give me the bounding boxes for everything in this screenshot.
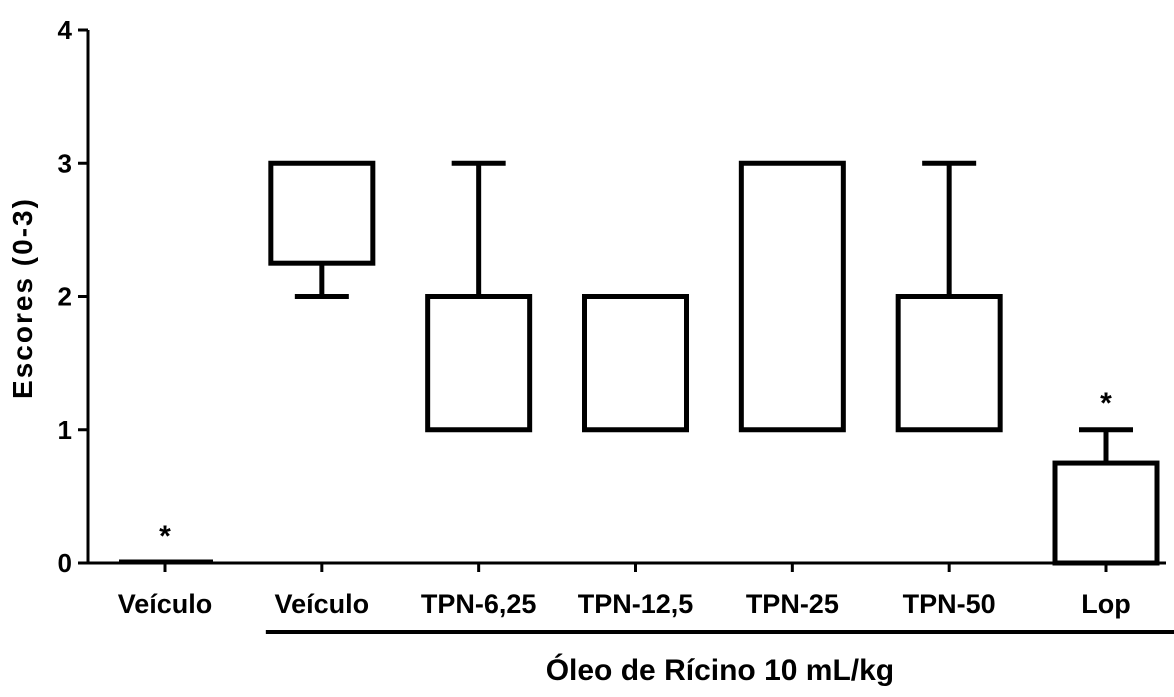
box: * [119, 520, 213, 565]
box: * [1052, 387, 1160, 566]
box [582, 294, 689, 433]
x-tick-label: TPN-12,5 [578, 589, 694, 619]
x-tick-label: Lop [1081, 589, 1130, 619]
y-tick-label: 1 [58, 415, 72, 445]
y-tick-label: 0 [58, 548, 72, 578]
boxes: ** [119, 160, 1160, 566]
x-tick-label: TPN-25 [746, 589, 839, 619]
box [425, 160, 533, 433]
y-axis-label: Escores (0-3) [7, 197, 38, 399]
box [895, 160, 1003, 433]
significance-marker: * [1100, 387, 1112, 420]
box-rect [268, 160, 376, 266]
box-rect [582, 294, 689, 433]
y-tick-label: 2 [58, 282, 72, 312]
box-rect [895, 294, 1003, 433]
y-tick-label: 3 [58, 148, 72, 178]
x-tick-label: Veículo [275, 589, 370, 619]
box-rect [1052, 460, 1160, 566]
group-label: Óleo de Rícino 10 mL/kg [546, 653, 894, 687]
y-axis: 0 1 2 3 4 [58, 15, 90, 578]
box-rect [425, 294, 533, 433]
box-rect [738, 160, 846, 433]
box [268, 160, 376, 299]
significance-marker: * [159, 520, 171, 553]
x-tick-label: TPN-6,25 [421, 589, 537, 619]
y-tick-label: 4 [58, 15, 73, 45]
x-tick-label: TPN-50 [903, 589, 996, 619]
x-tick-label: Veículo [118, 589, 213, 619]
box [738, 160, 846, 433]
x-axis: Veículo Veículo TPN-6,25 TPN-12,5 TPN-25 TPN-… [88, 561, 1166, 619]
